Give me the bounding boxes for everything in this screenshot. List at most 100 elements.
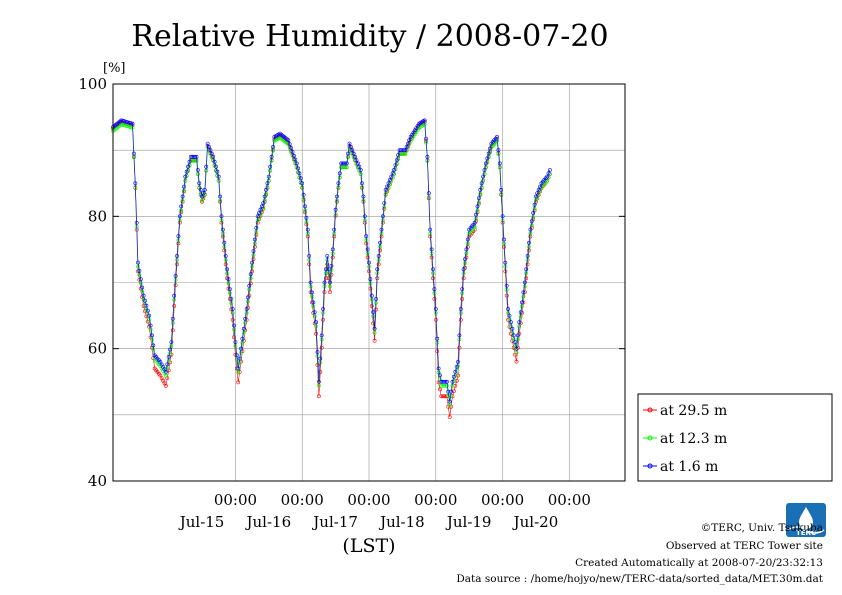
data-point [347, 141, 352, 146]
data-point [518, 314, 523, 319]
data-point [208, 148, 213, 153]
data-point [236, 380, 241, 385]
data-point [191, 154, 196, 159]
data-point [400, 152, 405, 157]
data-point [447, 415, 452, 420]
data-point [237, 360, 242, 365]
data-point [316, 394, 321, 399]
data-point [401, 152, 406, 157]
data-point [451, 374, 456, 379]
data-point [479, 181, 484, 186]
data-point [454, 364, 459, 369]
data-point [446, 393, 451, 398]
x-axis-label: (LST) [342, 535, 395, 557]
data-point [368, 277, 373, 282]
data-point [233, 340, 238, 345]
data-point [374, 297, 378, 301]
data-point [401, 148, 406, 153]
data-point [475, 208, 480, 213]
data-point [187, 159, 192, 164]
data-point [180, 198, 185, 203]
data-point [481, 174, 486, 179]
data-point [476, 200, 481, 205]
data-point [222, 240, 227, 245]
y-axis: 40 60 80 100 [78, 75, 625, 490]
data-point [255, 214, 260, 219]
data-point [426, 191, 431, 196]
data-point [236, 370, 241, 375]
data-point [456, 373, 460, 378]
data-point [332, 227, 337, 232]
data-point [247, 283, 252, 288]
data-point [378, 240, 383, 245]
data-point [184, 169, 189, 174]
data-point [499, 187, 504, 192]
data-point [287, 142, 292, 147]
legend-box [637, 393, 833, 482]
data-point [266, 174, 271, 179]
data-point [439, 394, 444, 399]
data-point [315, 350, 320, 354]
data-point [333, 207, 338, 212]
data-point [439, 379, 444, 384]
data-point [141, 293, 146, 298]
data-point [131, 151, 136, 156]
data-point [244, 310, 249, 315]
data-point [456, 359, 460, 364]
data-point [382, 201, 387, 206]
data-point [516, 333, 520, 338]
data-point [464, 247, 469, 252]
data-point [316, 383, 321, 388]
data-point [183, 174, 188, 179]
data-point [376, 254, 381, 258]
logo-text: TERC [796, 529, 816, 537]
data-point [237, 356, 242, 361]
data-point [325, 254, 330, 258]
x-tick-label: 00:00 [481, 491, 524, 509]
data-point [261, 201, 266, 206]
data-point [531, 211, 536, 215]
data-point [330, 247, 335, 252]
data-point [447, 399, 452, 404]
data-point [342, 165, 346, 170]
data-point [134, 220, 139, 225]
data-point [510, 326, 515, 331]
data-point [305, 227, 310, 232]
data-point [236, 366, 241, 371]
data-point [136, 264, 140, 269]
data-point [195, 168, 200, 172]
data-point [440, 379, 445, 384]
data-point [344, 165, 349, 170]
data-point [170, 328, 175, 333]
data-point [163, 373, 168, 378]
data-point [475, 204, 480, 209]
data-point [400, 148, 405, 153]
data-point [464, 251, 469, 256]
data-point [186, 164, 191, 169]
data-point [298, 176, 303, 181]
data-point [495, 134, 499, 139]
data-point [474, 212, 479, 217]
data-point [500, 214, 505, 219]
data-point [182, 184, 186, 189]
data-point [137, 268, 142, 273]
data-point [234, 353, 239, 358]
data-point [472, 220, 477, 225]
data-point [496, 148, 501, 153]
data-point [440, 383, 445, 388]
data-point [371, 310, 376, 315]
series-layer [111, 118, 552, 420]
x-tick-label: 00:00 [414, 491, 457, 509]
data-point [379, 227, 384, 232]
legend-item-12-3m: at 12.3 m [643, 431, 727, 447]
data-point [478, 187, 483, 192]
data-point [329, 264, 334, 268]
data-point [175, 254, 179, 258]
data-point [525, 254, 530, 258]
data-point [351, 151, 356, 156]
data-point [372, 338, 377, 343]
data-point [207, 144, 211, 149]
data-point [293, 157, 298, 162]
data-point [182, 188, 186, 193]
data-point [166, 358, 171, 363]
